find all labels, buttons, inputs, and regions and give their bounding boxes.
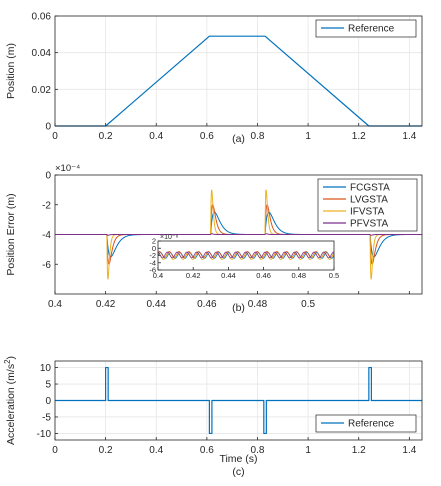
y-axis-label: Position Error (m) bbox=[5, 193, 17, 275]
x-tick-label: 0.46 bbox=[256, 271, 271, 280]
inset-line-pfvsta bbox=[157, 251, 335, 259]
y-tick-label: -10 bbox=[37, 429, 52, 440]
legend-label: LVGSTA bbox=[350, 195, 388, 206]
y-tick-label: -6 bbox=[42, 260, 51, 271]
y-tick-label: -4 bbox=[42, 230, 51, 241]
x-tick-label: 0.4 bbox=[153, 271, 163, 280]
legend-label: IFVSTA bbox=[350, 207, 385, 218]
x-tick-label: 0.2 bbox=[99, 131, 113, 142]
x-tick-label: 0.5 bbox=[329, 271, 339, 280]
x-tick-label: 0.48 bbox=[248, 299, 268, 310]
legend: Reference bbox=[315, 19, 417, 38]
inset-1: 0.4 0.42 0.44 0.46 0.48 0.5-6-4-20FCGSTALVGST… bbox=[5, 163, 423, 314]
legend: Reference bbox=[315, 414, 417, 433]
x-tick-label: 0.2 bbox=[99, 445, 113, 456]
y-axis-label-close: ) bbox=[5, 356, 17, 360]
legend-label: FCGSTA bbox=[350, 183, 390, 194]
x-tick-label: 0.48 bbox=[291, 271, 306, 280]
y-tick-label: 0 bbox=[152, 244, 156, 253]
y-tick-label: -5 bbox=[42, 412, 51, 423]
y-tick-label: 0 bbox=[45, 122, 51, 133]
x-tick-label: 0.5 bbox=[301, 299, 315, 310]
x-tick-label: 1.2 bbox=[352, 445, 366, 456]
x-tick-label: 0.6 bbox=[200, 445, 214, 456]
x-tick-label: 0.44 bbox=[221, 271, 236, 280]
y-tick-label: 0.04 bbox=[32, 48, 52, 59]
y-tick-label: -2 bbox=[149, 251, 156, 260]
y-tick-label: 0.06 bbox=[32, 12, 52, 23]
y-tick-label: 5 bbox=[45, 380, 51, 391]
y-tick-label: 0 bbox=[45, 171, 51, 182]
legend-box bbox=[317, 178, 418, 232]
y-tick-label: -6 bbox=[149, 266, 156, 275]
series-line-pfvsta bbox=[54, 233, 423, 236]
x-tick-label: 0.42 bbox=[186, 271, 201, 280]
legend-label: Reference bbox=[348, 419, 395, 430]
axes-frame bbox=[54, 15, 423, 127]
x-tick-label: 1.2 bbox=[352, 131, 366, 142]
inset-line-fcgsta bbox=[157, 252, 335, 259]
x-tick-label: 0.6 bbox=[200, 131, 214, 142]
series-line bbox=[55, 366, 422, 435]
x-tick-label: 1.4 bbox=[402, 445, 416, 456]
legend-label: Reference bbox=[348, 24, 395, 35]
y-axis-label-sup: 2 bbox=[3, 359, 12, 364]
inset-y-exponent: ×10⁻⁶ bbox=[160, 234, 179, 241]
y-tick-label: -4 bbox=[149, 258, 156, 267]
panel-caption: (a) bbox=[232, 133, 245, 145]
x-tick-label: 0.4 bbox=[149, 445, 163, 456]
x-tick-label: 1 bbox=[305, 445, 311, 456]
panel-caption: (c) bbox=[232, 466, 244, 478]
inset-1: 0.4 0.42 0.44 0.46 0.48 0.5 -6-4-202 ×10⁻⁶ bbox=[149, 234, 339, 280]
panel-caption: (b) bbox=[232, 302, 245, 314]
x-tick-label: 0.8 bbox=[251, 131, 265, 142]
inset-line-lvgsta bbox=[157, 251, 335, 258]
x-tick-label: 0.8 bbox=[251, 445, 265, 456]
x-tick-label: 0 bbox=[52, 445, 58, 456]
x-tick-label: 1.4 bbox=[402, 131, 416, 142]
inset-line-ifvsta bbox=[157, 253, 335, 260]
y-exponent: ×10⁻⁴ bbox=[55, 163, 80, 174]
x-tick-label: 0.4 bbox=[48, 299, 62, 310]
axes-frame bbox=[54, 174, 423, 295]
x-tick-label: 0.44 bbox=[147, 299, 167, 310]
y-axis-label-main: Acceleration (m/s bbox=[5, 364, 17, 445]
panel-2: 0 0.2 0.4 0.6 0.8 1 1.2 1.4 -10 -5 0 5 10 Reference Ac… bbox=[3, 356, 423, 478]
axes-frame bbox=[157, 240, 335, 271]
x-axis-label: Time (s) bbox=[219, 453, 257, 465]
x-tick-label: 0 bbox=[52, 131, 58, 142]
axes-frame bbox=[54, 360, 423, 441]
x-tick-label: 0.42 bbox=[96, 299, 116, 310]
y-tick-label: 2 bbox=[152, 237, 156, 246]
y-tick-label: 0.02 bbox=[32, 85, 52, 96]
x-tick-label: 0.46 bbox=[197, 299, 217, 310]
y-tick-label: 10 bbox=[40, 363, 52, 374]
x-tick-label: 0.4 bbox=[149, 131, 163, 142]
y-tick-label: 0 bbox=[45, 396, 51, 407]
y-axis-label: Acceleration (m/s2) bbox=[3, 356, 17, 445]
x-tick-label: 1 bbox=[305, 131, 311, 142]
legend-box bbox=[315, 19, 417, 38]
panel-0: 0 0.2 0.4 0.6 0.8 1 1.2 1.4 0 0.02 0.04 0.06 Referen… bbox=[5, 12, 423, 145]
legend-label: PFVSTA bbox=[350, 219, 388, 230]
y-axis-label: Position (m) bbox=[5, 43, 17, 99]
y-tick-label: -2 bbox=[42, 200, 51, 211]
legend-box bbox=[315, 414, 417, 433]
